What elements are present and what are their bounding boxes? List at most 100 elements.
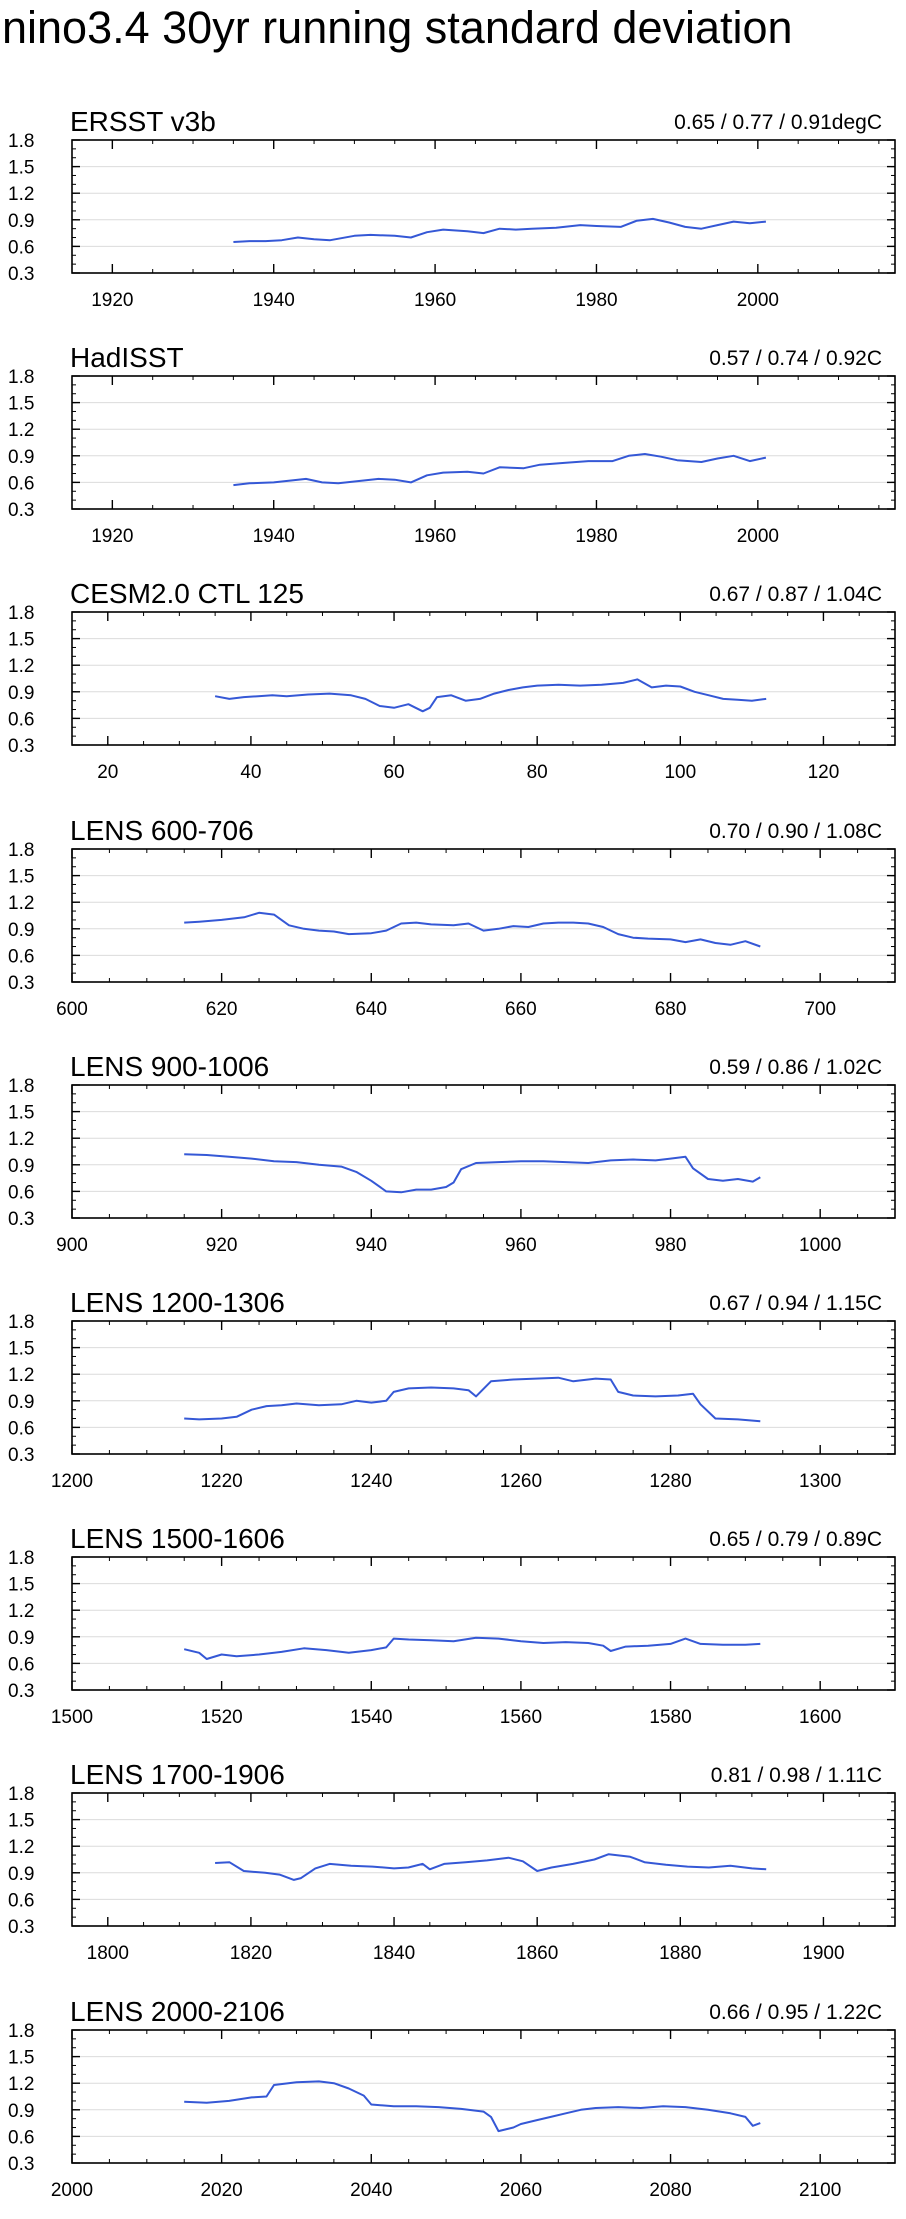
- y-tick-label: 1.2: [8, 184, 34, 205]
- x-tick-label: 700: [804, 999, 836, 1020]
- y-tick-label: 0.6: [8, 473, 34, 494]
- x-tick-label: 1800: [87, 1943, 129, 1964]
- y-tick-label: 0.3: [8, 264, 34, 285]
- y-tick-label: 1.2: [8, 1129, 34, 1150]
- x-tick-label: 120: [808, 762, 840, 783]
- y-tick-label: 1.5: [8, 1103, 34, 1124]
- panel-title: LENS 1500-1606: [70, 1523, 285, 1554]
- y-tick-label: 0.3: [8, 2154, 34, 2175]
- series-line: [184, 1376, 761, 1423]
- x-tick-label: 100: [664, 762, 696, 783]
- x-tick-label: 1280: [649, 1471, 691, 1492]
- series-line: [233, 453, 767, 487]
- x-tick-label: 2000: [737, 290, 779, 311]
- y-tick-label: 1.5: [8, 1811, 34, 1832]
- x-tick-label: 1500: [51, 1707, 93, 1728]
- y-tick-label: 0.9: [8, 1628, 34, 1649]
- x-tick-label: 1300: [799, 1471, 841, 1492]
- y-tick-label: 1.8: [8, 2021, 34, 2042]
- y-tick-label: 1.8: [8, 367, 34, 388]
- panel-stats: 0.57 / 0.74 / 0.92C: [709, 347, 882, 370]
- x-tick-label: 660: [505, 999, 537, 1020]
- y-tick-label: 0.9: [8, 211, 34, 232]
- x-tick-label: 1920: [91, 290, 133, 311]
- panel-title: LENS 1700-1906: [70, 1759, 285, 1790]
- y-tick-label: 1.8: [8, 131, 34, 152]
- panel-stats: 0.59 / 0.86 / 1.02C: [709, 1056, 882, 1079]
- y-tick-label: 1.5: [8, 2048, 34, 2069]
- series-line: [183, 1636, 761, 1660]
- y-tick-label: 0.6: [8, 1418, 34, 1439]
- y-tick-label: 1.8: [8, 1784, 34, 1805]
- y-tick-label: 0.6: [8, 1182, 34, 1203]
- y-tick-label: 0.3: [8, 973, 34, 994]
- y-tick-label: 0.6: [8, 237, 34, 258]
- y-tick-label: 0.6: [8, 1654, 34, 1675]
- plot-frame: [71, 139, 896, 274]
- x-tick-label: 1220: [200, 1471, 242, 1492]
- y-tick-label: 0.9: [8, 1864, 34, 1885]
- x-tick-label: 1960: [414, 526, 456, 547]
- x-tick-label: 1560: [500, 1707, 542, 1728]
- y-tick-label: 0.3: [8, 1445, 34, 1466]
- series-line: [233, 217, 767, 243]
- y-tick-label: 1.8: [8, 840, 34, 861]
- y-tick-label: 1.8: [8, 1076, 34, 1097]
- chart-panel: LENS 1700-1906 0.81 / 0.98 / 1.11C 0.3 0.6 0…: [8, 1759, 896, 1964]
- x-tick-label: 2000: [737, 526, 779, 547]
- x-tick-label: 1260: [500, 1471, 542, 1492]
- y-tick-label: 0.3: [8, 500, 34, 521]
- x-tick-label: 2020: [200, 2180, 242, 2201]
- x-tick-label: 980: [655, 1235, 687, 1256]
- panel-title: LENS 900-1006: [70, 1051, 269, 1082]
- plot-frame: [71, 2029, 896, 2164]
- y-tick-label: 0.9: [8, 683, 34, 704]
- series-line: [184, 1153, 761, 1194]
- x-tick-label: 600: [56, 999, 88, 1020]
- x-tick-label: 1980: [575, 290, 617, 311]
- x-tick-label: 1580: [649, 1707, 691, 1728]
- x-tick-label: 1840: [373, 1943, 415, 1964]
- chart-panel: ERSST v3b 0.65 / 0.77 / 0.91degC 0.3 0.6 0.9…: [8, 106, 896, 311]
- x-tick-label: 640: [355, 999, 387, 1020]
- x-tick-label: 1000: [799, 1235, 841, 1256]
- x-tick-label: 20: [97, 762, 118, 783]
- x-tick-label: 1240: [350, 1471, 392, 1492]
- series-line: [215, 1853, 767, 1881]
- plot-frame: [71, 1792, 896, 1927]
- panel-stats: 0.67 / 0.94 / 1.15C: [709, 1292, 882, 1315]
- x-tick-label: 920: [206, 1235, 238, 1256]
- plot-frame: [71, 611, 896, 746]
- y-tick-label: 1.8: [8, 1312, 34, 1333]
- x-tick-label: 1900: [802, 1943, 844, 1964]
- main-title: nino3.4 30yr running standard deviation: [2, 2, 793, 53]
- y-tick-label: 1.5: [8, 867, 34, 888]
- plot-frame: [71, 1084, 896, 1219]
- x-tick-label: 1960: [414, 290, 456, 311]
- panel-title: CESM2.0 CTL 125: [70, 578, 304, 609]
- x-tick-label: 1540: [350, 1707, 392, 1728]
- series-line: [184, 911, 761, 948]
- y-tick-label: 1.2: [8, 1365, 34, 1386]
- chart-panel: LENS 2000-2106 0.66 / 0.95 / 1.22C 0.3 0.6 0…: [8, 1996, 896, 2201]
- panel-stats: 0.81 / 0.98 / 1.11C: [711, 1764, 882, 1787]
- y-tick-label: 0.3: [8, 1681, 34, 1702]
- panel-title: LENS 2000-2106: [70, 1996, 285, 2027]
- panel-stats: 0.66 / 0.95 / 1.22C: [709, 2001, 882, 2024]
- y-tick-label: 0.6: [8, 1890, 34, 1911]
- x-tick-label: 1820: [230, 1943, 272, 1964]
- x-tick-label: 80: [527, 762, 548, 783]
- x-tick-label: 1520: [200, 1707, 242, 1728]
- plot-frame: [71, 375, 896, 510]
- x-tick-label: 1600: [799, 1707, 841, 1728]
- x-tick-label: 2000: [51, 2180, 93, 2201]
- y-tick-label: 0.9: [8, 447, 34, 468]
- chart-panel: CESM2.0 CTL 125 0.67 / 0.87 / 1.04C 0.3 0.6…: [8, 578, 896, 783]
- panel-title: HadISST: [70, 342, 184, 373]
- x-tick-label: 1980: [575, 526, 617, 547]
- x-tick-label: 2040: [350, 2180, 392, 2201]
- x-tick-label: 960: [505, 1235, 537, 1256]
- y-tick-label: 1.8: [8, 603, 34, 624]
- panel-title: LENS 600-706: [70, 815, 254, 846]
